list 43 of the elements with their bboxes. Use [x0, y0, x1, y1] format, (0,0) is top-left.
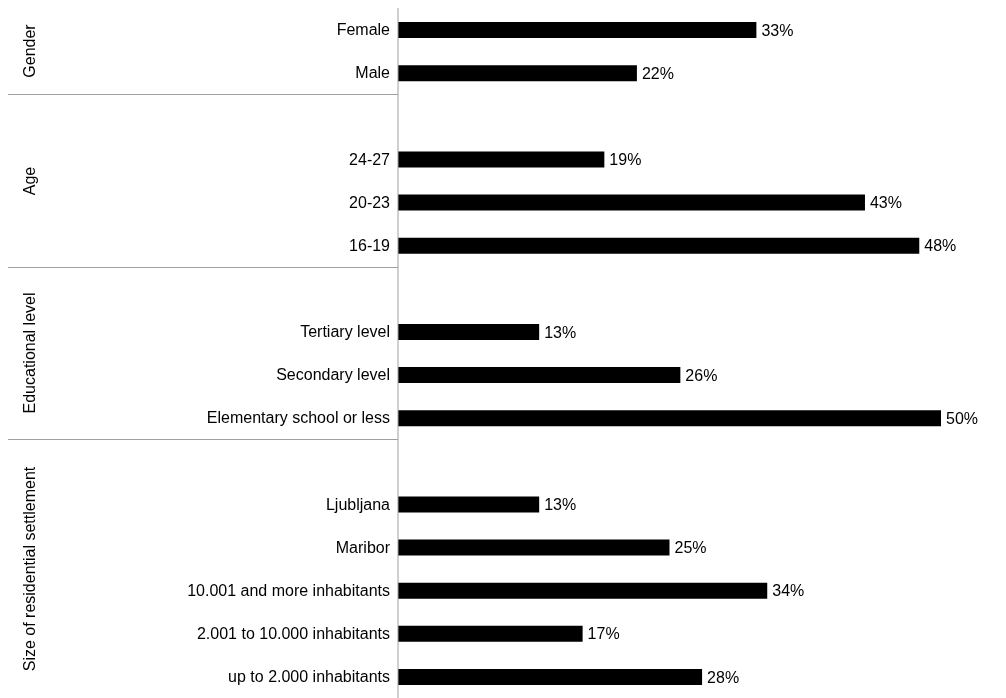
- y-tick-label: Maribor: [335, 538, 391, 556]
- bar: [398, 237, 920, 254]
- data-label: 50%: [946, 409, 979, 427]
- bar: [398, 367, 681, 383]
- y-tick-label: up to 2.000 inhabitants: [228, 668, 390, 686]
- y-tick-label: 10.001 and more inhabitants: [187, 581, 390, 599]
- y-tick-label: 20-23: [349, 193, 391, 211]
- y-tick-label: Female: [336, 21, 391, 39]
- data-label: 25%: [674, 539, 707, 557]
- y-tick-label: Male: [355, 64, 391, 82]
- y-tick-label: Elementary school or less: [206, 409, 390, 427]
- y-tick-label: 16-19: [349, 236, 391, 254]
- y-tick-label: Secondary level: [276, 366, 390, 384]
- data-label: 43%: [869, 194, 903, 212]
- y-tick-label: Tertiary level: [300, 323, 390, 341]
- bar: [398, 151, 605, 168]
- data-label: 26%: [685, 366, 718, 384]
- bar: [398, 194, 865, 211]
- bar: [398, 668, 703, 685]
- data-label: 48%: [924, 237, 957, 255]
- data-label: 13%: [544, 323, 577, 341]
- data-label: 19%: [609, 151, 642, 169]
- bar: [398, 65, 637, 82]
- text: Size of residential settlement: [20, 466, 39, 671]
- bar: [398, 582, 768, 599]
- text: Age: [20, 166, 39, 195]
- text: Gender: [20, 24, 39, 78]
- data-label: 17%: [587, 625, 620, 643]
- text: Educational level: [20, 292, 39, 414]
- bar: [398, 22, 757, 38]
- data-label: 28%: [707, 668, 740, 686]
- y-tick-label: 2.001 to 10.000 inhabitants: [196, 624, 390, 642]
- data-label: 33%: [761, 21, 794, 39]
- data-label: 13%: [544, 496, 577, 514]
- bar: [398, 496, 540, 513]
- y-tick-label: 24-27: [349, 150, 391, 168]
- bar: [398, 625, 583, 642]
- y-tick-label: Ljubljana: [325, 495, 391, 513]
- bar: [398, 539, 670, 556]
- data-label: 34%: [772, 582, 805, 600]
- bar: [398, 323, 540, 340]
- bar: [398, 410, 941, 427]
- data-label: 22%: [641, 64, 674, 82]
